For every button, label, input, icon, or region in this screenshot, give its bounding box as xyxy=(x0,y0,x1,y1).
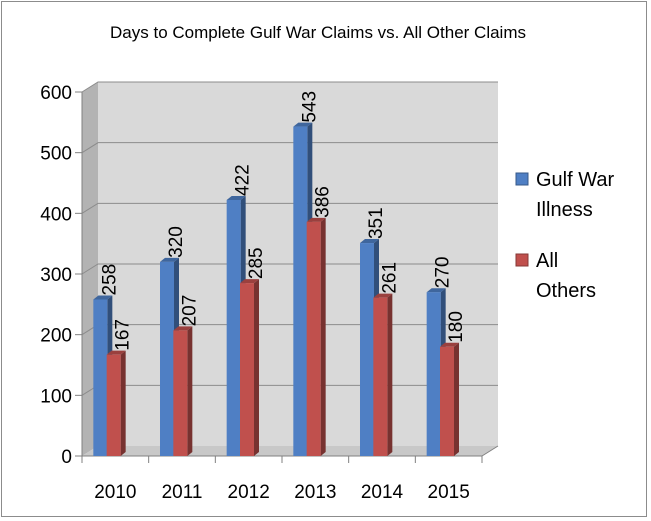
data-labels: 258 167 320 207 422 285 543 386 351 261 270 180 xyxy=(99,91,467,351)
axes xyxy=(75,91,499,463)
bar-front xyxy=(440,346,454,456)
data-label: 543 xyxy=(299,91,320,123)
x-tick-label: 2011 xyxy=(162,482,203,503)
bar xyxy=(306,217,326,456)
y-tick-label: 600 xyxy=(40,83,72,104)
bar-front xyxy=(426,292,441,456)
data-label: 351 xyxy=(366,207,387,239)
data-label: 320 xyxy=(166,226,187,258)
bar xyxy=(106,350,126,456)
bar xyxy=(440,342,459,456)
legend-label: Gulf War xyxy=(536,169,614,191)
bar-top xyxy=(173,326,193,331)
legend: Gulf War Illness All Others xyxy=(515,169,614,302)
x-tick-label: 2015 xyxy=(428,482,470,503)
bar-side xyxy=(120,350,126,456)
y-tick-label: 200 xyxy=(40,326,72,347)
bar-top xyxy=(160,257,179,262)
bar-front xyxy=(160,261,174,456)
bar xyxy=(173,326,193,456)
bar-front xyxy=(293,126,308,456)
data-label: 180 xyxy=(446,311,467,343)
y-tick-label: 400 xyxy=(40,204,72,225)
data-label: 167 xyxy=(113,319,134,351)
data-label: 261 xyxy=(379,262,400,294)
bar-front xyxy=(93,299,108,456)
y-tick-label: 100 xyxy=(40,386,72,407)
gridline xyxy=(81,142,498,154)
legend-label: All xyxy=(536,250,558,272)
bars xyxy=(93,122,459,456)
bar-top xyxy=(293,122,313,127)
bar-front xyxy=(360,243,374,456)
bar-top xyxy=(106,350,126,355)
data-label: 270 xyxy=(433,256,454,288)
x-tick-label: 2014 xyxy=(361,482,404,503)
bar xyxy=(240,279,259,456)
bar-front xyxy=(240,283,254,456)
data-label: 386 xyxy=(313,186,334,218)
floor-edge xyxy=(481,445,499,457)
legend-swatch xyxy=(515,253,529,267)
bar-side xyxy=(454,342,459,456)
data-label: 258 xyxy=(99,264,120,296)
bar-top xyxy=(360,239,379,244)
bar-top xyxy=(440,342,459,347)
bar-side xyxy=(387,293,393,456)
gridline xyxy=(81,81,498,93)
bar-top xyxy=(306,217,326,222)
bar-front xyxy=(306,221,321,456)
y-tick-label: 300 xyxy=(40,265,72,286)
legend-swatch xyxy=(515,172,529,186)
bar-side xyxy=(320,217,326,456)
y-tick-label: 500 xyxy=(40,144,72,165)
bar-top xyxy=(240,279,259,284)
bar-front xyxy=(226,199,241,456)
bar-side xyxy=(254,279,259,456)
bar-front xyxy=(106,354,121,456)
legend-label: Illness xyxy=(536,199,593,221)
bar-front xyxy=(373,297,388,456)
x-tick-label: 2010 xyxy=(94,482,136,503)
tick-labels: 0 100 200 300 400 500 600 2010 2011 2012 2013 2014 2… xyxy=(40,83,470,503)
bar-side xyxy=(187,326,193,456)
chart-title: Days to Complete Gulf War Claims vs. All… xyxy=(110,23,526,42)
bar xyxy=(373,293,393,456)
x-tick-label: 2012 xyxy=(228,482,270,503)
data-label: 422 xyxy=(233,164,254,196)
bar-top xyxy=(93,295,113,300)
bar-top xyxy=(226,195,246,200)
data-label: 207 xyxy=(179,295,200,327)
bar-top xyxy=(426,288,446,293)
data-label: 285 xyxy=(246,247,267,279)
bar-top xyxy=(373,293,393,298)
legend-label: Others xyxy=(536,280,596,302)
x-tick-label: 2013 xyxy=(294,482,336,503)
gridline xyxy=(81,202,498,214)
y-tick-label: 0 xyxy=(61,447,72,468)
bar-front xyxy=(173,330,188,456)
